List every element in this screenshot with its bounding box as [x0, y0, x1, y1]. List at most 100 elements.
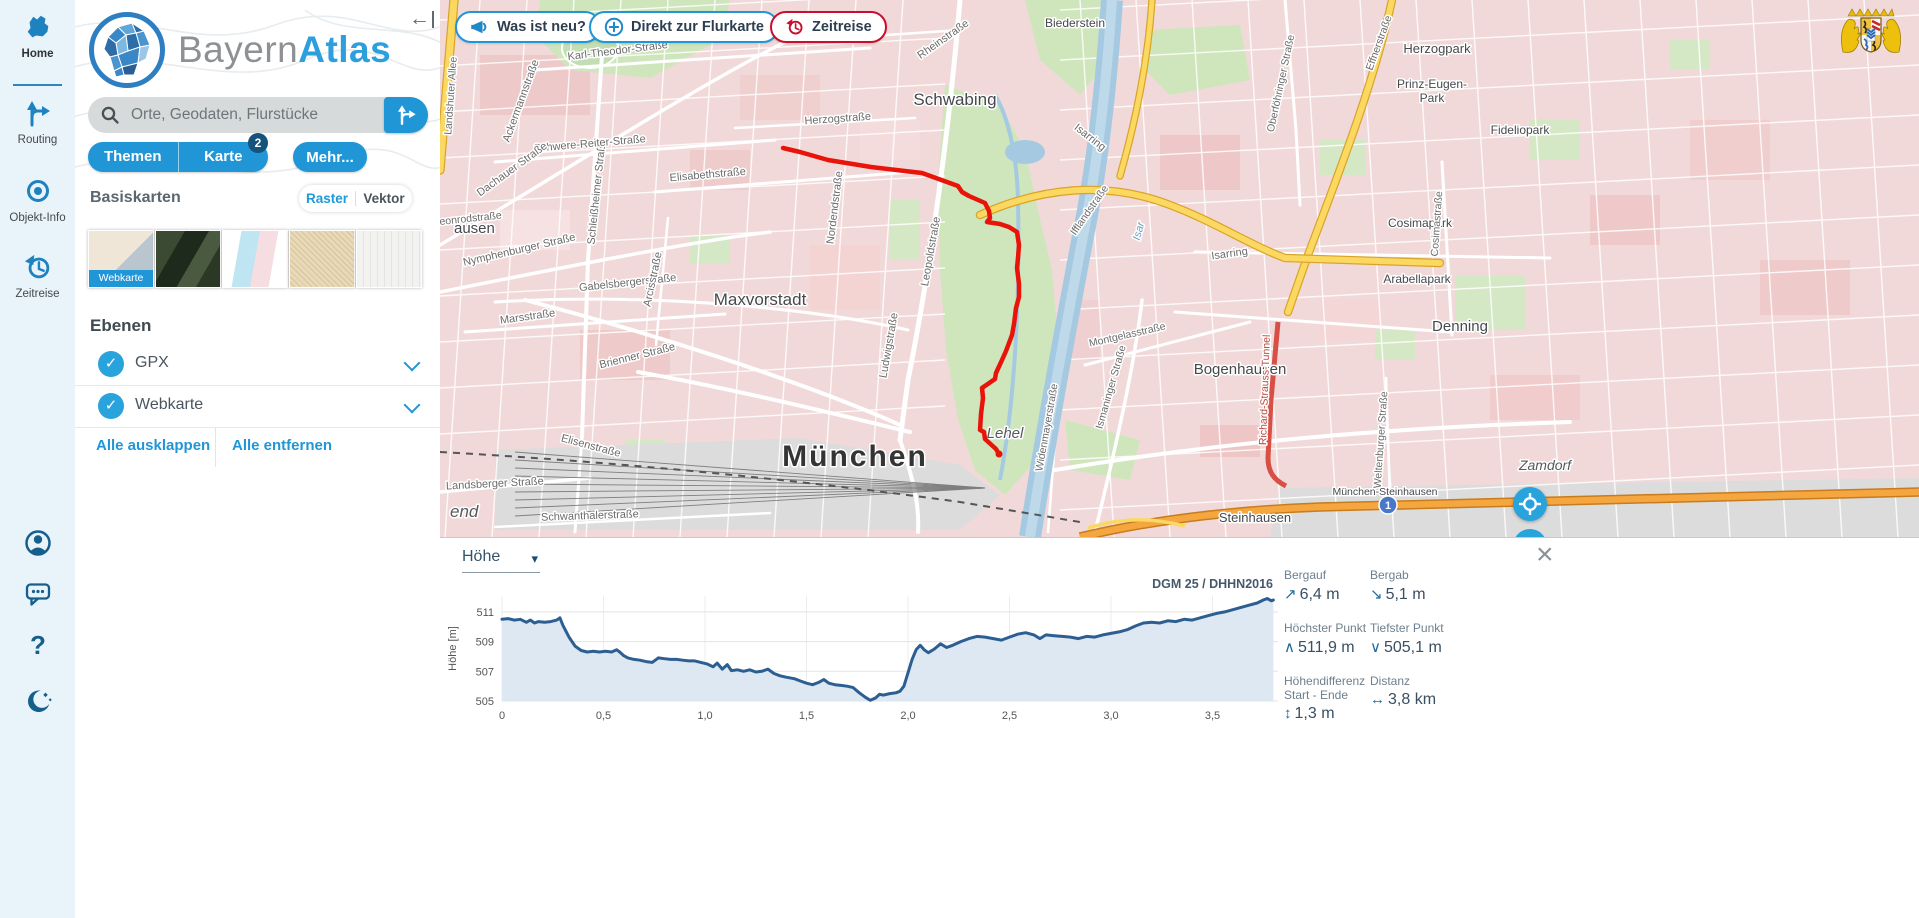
toolbar-item-account[interactable] — [0, 528, 75, 563]
sidebar-collapse-button[interactable]: ← — [409, 6, 439, 32]
map-label: München-Steinhausen — [1332, 486, 1437, 498]
alle-ausklappen-link[interactable]: Alle ausklappen — [96, 437, 211, 454]
toolbar-label-home: Home — [21, 48, 54, 60]
map-label: Zamdorf — [1518, 457, 1573, 473]
karte-button[interactable]: Karte — [177, 142, 269, 172]
map-label: Cosimapark — [1388, 216, 1453, 230]
map-zoom-button[interactable] — [1513, 529, 1547, 537]
chevron-down-icon[interactable] — [403, 396, 421, 414]
svg-text:507: 507 — [476, 666, 494, 678]
arrow-left-right-icon: ↔ — [1370, 691, 1385, 708]
stat-bergauf: Bergauf ↗ 6,4 m — [1284, 568, 1340, 603]
map-label: Schwabing — [913, 90, 996, 109]
search-routing-button[interactable] — [384, 97, 428, 133]
svg-text:3,0: 3,0 — [1103, 710, 1118, 722]
map-label: München — [782, 440, 928, 473]
topographisch-thumbnail[interactable] — [222, 230, 288, 288]
themen-button[interactable]: Themen — [103, 148, 162, 165]
layer-checkbox-webkarte[interactable]: ✓ — [98, 393, 124, 419]
map-label: Denning — [1432, 318, 1488, 335]
megaphone-icon — [470, 17, 490, 37]
layer-row-gpx: ✓ GPX — [75, 343, 440, 386]
map-canvas[interactable]: Schwabing Maxvorstadt München Lehel Bogenhau… — [440, 0, 1919, 537]
arrow-down-right-icon: ↘ — [1370, 586, 1383, 603]
svg-text:2,5: 2,5 — [1002, 710, 1017, 722]
map-label: end — [450, 502, 479, 521]
stat-hoehendifferenz: Höhendifferenz Start - Ende ↕ 1,3 m — [1284, 674, 1366, 722]
graukarte-thumbnail[interactable] — [356, 230, 422, 288]
user-icon — [22, 528, 54, 560]
mehr-button[interactable]: Mehr... — [293, 142, 367, 172]
map-label: Arabellapark — [1383, 272, 1451, 286]
svg-text:1,5: 1,5 — [799, 710, 814, 722]
alle-entfernen-link[interactable]: Alle entfernen — [232, 437, 333, 454]
elevation-source-label: DGM 25 / DHHN2016 — [1152, 577, 1273, 591]
stat-distanz: Distanz ↔ 3,8 km — [1370, 674, 1437, 708]
toolbar-label-routing: Routing — [17, 134, 58, 146]
svg-text:2,0: 2,0 — [900, 710, 915, 722]
toolbar-item-home[interactable]: Home — [0, 12, 75, 60]
bavaria-coat-of-arms — [1841, 8, 1901, 53]
historisch-thumbnail[interactable] — [289, 230, 355, 288]
themen-karte-buttons: Themen Karte 2 — [88, 133, 269, 172]
webkarte-thumbnail[interactable]: Webkarte — [88, 230, 154, 288]
layer-label: Webkarte — [135, 396, 204, 413]
zeitreise-map-button[interactable]: Zeitreise — [770, 11, 887, 43]
collapse-arrow-icon: ← — [409, 7, 430, 30]
layer-actions: Alle ausklappen Alle entfernen — [75, 427, 440, 467]
raster-vektor-toggle: Raster Vektor — [299, 185, 412, 212]
toolbar-item-zeitreise[interactable]: Zeitreise — [0, 252, 75, 300]
plus-circle-icon — [604, 17, 624, 37]
object-info-icon — [22, 176, 54, 208]
map-label: Steinhausen — [1219, 510, 1291, 525]
close-panel-button[interactable]: × — [1536, 538, 1554, 571]
was-ist-neu-label: Was ist neu? — [497, 19, 586, 35]
bavaria-icon — [22, 12, 54, 44]
toolbar-item-help[interactable]: ? — [0, 630, 75, 666]
bavaria-logo-icon — [89, 12, 165, 88]
map-container: Schwabing Maxvorstadt München Lehel Bogenhau… — [440, 0, 1919, 537]
vektor-option[interactable]: Vektor — [355, 191, 412, 206]
karte-badge: 2 — [248, 133, 268, 153]
stats-column-1: Bergauf ↗ 6,4 m Höchster Punkt ∧ 511,9 m H… — [1284, 568, 1394, 740]
route-shield — [1378, 495, 1398, 515]
basemap-caption: Webkarte — [89, 270, 153, 287]
moon-icon — [22, 686, 54, 718]
gpx-track-end — [995, 450, 1003, 458]
toolbar-item-night-mode[interactable] — [0, 686, 75, 721]
toolbar-item-feedback[interactable] — [0, 578, 75, 613]
bayernatlas-logo: BayernAtlas — [88, 11, 391, 89]
geolocate-button[interactable] — [1513, 487, 1547, 521]
stat-tiefster-punkt: Tiefster Punkt ∨ 505,1 m — [1370, 621, 1444, 656]
search-input[interactable] — [88, 97, 394, 133]
was-ist-neu-button[interactable]: Was ist neu? — [455, 11, 601, 43]
map-label: Richard-Strauss-Tunnel — [1257, 334, 1273, 445]
layer-label: GPX — [135, 354, 169, 371]
elevation-chart: 505 507 509 511 0 0,5 1,0 1,5 2,0 2,5 3,0 3,5 Höhe [… — [447, 596, 1278, 722]
layer-row-webkarte: ✓ Webkarte — [75, 385, 440, 428]
chat-icon — [22, 578, 54, 610]
map-label: ausen — [454, 220, 495, 237]
svg-text:3,5: 3,5 — [1205, 710, 1220, 722]
caret-up-icon: ∧ — [1284, 639, 1295, 656]
toolbar-item-objekt-info[interactable]: Objekt-Info — [0, 176, 75, 224]
caret-down-icon: ∨ — [1370, 639, 1381, 656]
gpx-track — [780, 145, 1022, 457]
arrow-up-right-icon: ↗ — [1284, 586, 1297, 603]
toolbar-label-zeitreise: Zeitreise — [15, 288, 60, 300]
layer-checkbox-gpx[interactable]: ✓ — [98, 351, 124, 377]
chevron-down-icon[interactable] — [403, 354, 421, 372]
raster-option[interactable]: Raster — [305, 191, 349, 206]
toolbar-item-routing[interactable]: Routing — [0, 98, 75, 146]
direkt-zur-flurkarte-button[interactable]: Direkt zur Flurkarte — [589, 11, 779, 43]
ebenen-heading: Ebenen — [90, 316, 152, 335]
luftbild-thumbnail[interactable] — [155, 230, 221, 288]
chevron-down-icon: ▾ — [531, 551, 538, 566]
map-label: Schwanthalerstraße — [541, 508, 639, 523]
profile-type-select[interactable]: Höhe ▾ — [462, 548, 540, 573]
routing-icon — [22, 98, 54, 130]
toolbar-divider — [13, 84, 62, 86]
search-bar — [88, 97, 428, 133]
toolbar-label-objekt-info: Objekt-Info — [9, 212, 66, 224]
